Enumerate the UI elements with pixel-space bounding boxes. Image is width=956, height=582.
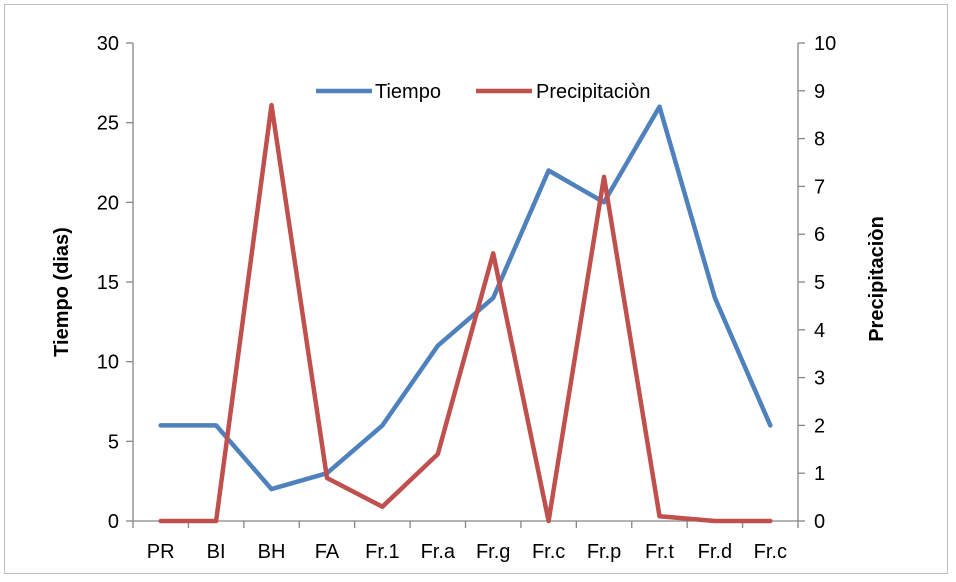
y2-tick-label: 4: [814, 320, 825, 342]
series-layer: [158, 102, 773, 524]
x-tick-label: Fr.d: [698, 541, 732, 563]
x-tick-label: Fr.t: [645, 541, 674, 563]
x-tick-label: BI: [207, 541, 226, 563]
x-tick-label: FA: [315, 541, 340, 563]
y2-tick-label: 9: [814, 81, 825, 103]
y-tick-label: 25: [97, 113, 119, 135]
y2-tick-label: 10: [814, 33, 836, 55]
series-line-tiempo: [158, 104, 773, 492]
y-tick-label: 5: [108, 431, 119, 453]
y2-tick-label: 2: [814, 415, 825, 437]
y2-axis-title: Precipitaciòn: [866, 216, 888, 342]
y2-tick-label: 5: [814, 272, 825, 294]
x-tick-label: Fr.g: [476, 541, 510, 563]
series-line-precipitacion: [158, 102, 773, 524]
y2-tick-label: 7: [814, 176, 825, 198]
y2-tick-label: 1: [814, 463, 825, 485]
x-tick-label: Fr.c: [754, 541, 787, 563]
legend-label-tiempo: Tiempo: [375, 81, 441, 103]
y-tick-label: 10: [97, 352, 119, 374]
y-tick-label: 20: [97, 192, 119, 214]
y-tick-label: 0: [108, 511, 119, 533]
legend-label-precipitacion: Precipitaciòn: [536, 81, 651, 103]
x-tick-label: Fr.c: [532, 541, 565, 563]
x-tick-label: Fr.1: [365, 541, 399, 563]
legend: Tiempo Precipitaciòn: [316, 81, 651, 103]
axes: 0 5 10 15 20 25 30 0 1 2 3 4 5 6 7 8 9 10 PR BI BH FA Fr.1 Fr.a…: [97, 33, 837, 563]
y2-tick-label: 6: [814, 224, 825, 246]
x-tick-label: BH: [258, 541, 286, 563]
y2-tick-label: 8: [814, 129, 825, 151]
y2-tick-label: 3: [814, 368, 825, 390]
x-tick-label: PR: [147, 541, 175, 563]
x-tick-label: Fr.p: [587, 541, 621, 563]
y-tick-label: 15: [97, 272, 119, 294]
y-axis-title: Tiempo (dias): [51, 227, 73, 357]
y-tick-label: 30: [97, 33, 119, 55]
y2-tick-label: 0: [814, 511, 825, 533]
x-tick-label: Fr.a: [421, 541, 456, 563]
chart-frame: [4, 4, 948, 574]
